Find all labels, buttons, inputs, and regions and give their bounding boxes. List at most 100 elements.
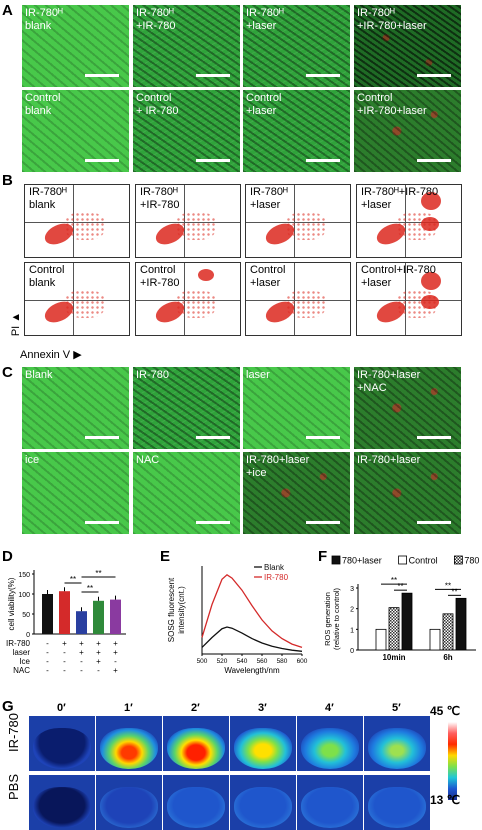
y-tick-label: 2 <box>350 607 354 614</box>
matrix-cell: - <box>97 666 100 675</box>
matrix-row-label: NAC <box>13 666 30 675</box>
matrix-cell: + <box>113 648 118 657</box>
scale-bar <box>85 521 119 524</box>
matrix-cell: - <box>80 657 83 666</box>
x-tick-label: 600 <box>297 658 308 665</box>
micrograph-a-1-1: IR-780ᴴ blank <box>22 5 129 87</box>
bar <box>455 597 467 651</box>
time-label: 0′ <box>57 702 66 714</box>
x-tick-label: 10min <box>382 653 405 662</box>
flow-plot-label: Control +IR-780 <box>140 264 180 289</box>
micrograph-a-2-2: Control + IR-780 <box>133 90 240 172</box>
flow-plot-1-1: IR-780ᴴ blank <box>24 184 130 258</box>
flow-plot-label: Control blank <box>29 264 65 289</box>
pi-axis-text: PI <box>10 325 23 337</box>
panel-f-ros-chart: 780+laser Control 780 0 1 2 3 ROS generation (re… <box>323 555 479 663</box>
matrix-cell: + <box>113 639 118 648</box>
y-axis-label: ROS generation <box>323 592 332 646</box>
matrix-cell: - <box>63 648 66 657</box>
scale-bar <box>196 74 230 77</box>
scale-bar <box>196 521 230 524</box>
dish-shape <box>167 728 225 769</box>
thermal-image-pbs-3 <box>230 775 296 830</box>
scale-bar <box>417 436 451 439</box>
y-axis-label: intensity(cnt.) <box>177 586 186 634</box>
legend-label: Control <box>409 556 438 566</box>
thermal-image-ir780-4 <box>297 716 363 771</box>
micrograph-a-2-4: Control +IR-780+laser <box>354 90 461 172</box>
thermal-image-ir780-1 <box>96 716 162 771</box>
scale-bar <box>196 436 230 439</box>
micrograph-c-2-4: IR-780+laser <box>354 452 461 534</box>
panel-label-c: C <box>2 364 13 381</box>
bar <box>59 591 70 634</box>
y-axis-label: SOSG fluorescent <box>167 577 176 642</box>
matrix-cell: + <box>96 639 101 648</box>
dish-shape <box>100 728 158 769</box>
flow-plot-2-2: Control +IR-780 <box>135 262 241 336</box>
secondary-population <box>421 192 442 211</box>
flow-plot-label: IR-780ᴴ blank <box>29 186 67 211</box>
matrix-row-label: IR-780 <box>6 639 31 648</box>
thermal-image-ir780-2 <box>163 716 229 771</box>
micrograph-a-1-2: IR-780ᴴ +IR-780 <box>133 5 240 87</box>
flow-plot-label: IR-780ᴴ+IR-780 +laser <box>361 186 439 211</box>
y-tick-label: 100 <box>18 592 30 599</box>
micrograph-label: IR-780ᴴ +IR-780+laser <box>357 7 427 32</box>
bar <box>110 599 121 634</box>
matrix-cell: - <box>80 666 83 675</box>
matrix-cell: - <box>114 657 117 666</box>
micrograph-label: Blank <box>25 369 53 381</box>
x-axis-label: Wavelength/nm <box>224 666 280 675</box>
matrix-cell: + <box>79 648 84 657</box>
legend-label: Blank <box>264 563 285 572</box>
matrix-cell: - <box>46 657 49 666</box>
bar <box>442 613 454 651</box>
flow-plot-2-1: Control blank <box>24 262 130 336</box>
micrograph-label: Control +IR-780+laser <box>357 92 427 117</box>
dish-shape <box>301 728 359 769</box>
time-label: 3′ <box>258 702 267 714</box>
dish-shape <box>368 728 426 769</box>
significance-mark: ** <box>451 587 457 596</box>
flow-plot-1-4: IR-780ᴴ+IR-780 +laser <box>356 184 462 258</box>
bar <box>93 600 104 634</box>
thermal-row-label-pbs: PBS <box>6 773 21 800</box>
scale-bar <box>417 74 451 77</box>
panel-label-b: B <box>2 172 13 189</box>
matrix-cell: - <box>63 657 66 666</box>
matrix-cell: + <box>96 648 101 657</box>
flow-plot-label: Control +laser <box>250 264 286 289</box>
significance-mark: ** <box>87 584 93 593</box>
significance-mark: ** <box>391 576 397 585</box>
thermal-image-pbs-0 <box>29 775 95 830</box>
significance-mark: ** <box>70 575 76 584</box>
matrix-cell: - <box>46 639 49 648</box>
legend-label: 780+laser <box>342 556 382 566</box>
matrix-cell: - <box>63 666 66 675</box>
pi-axis-label: PI ▲ <box>10 311 23 337</box>
y-tick-label: 3 <box>350 586 354 593</box>
y-tick-label: 0 <box>26 632 30 639</box>
dish-shape <box>33 728 91 769</box>
series-line <box>201 573 303 649</box>
legend-label: 780 <box>464 556 479 566</box>
micrograph-c-1-3: laser <box>243 367 350 449</box>
micrograph-a-2-1: Control blank <box>22 90 129 172</box>
micrograph-label: Control + IR-780 <box>136 92 179 117</box>
secondary-population <box>421 295 440 310</box>
legend-label: IR-780 <box>264 573 289 582</box>
secondary-population <box>421 217 440 232</box>
thermal-image-pbs-4 <box>297 775 363 830</box>
bar <box>388 607 400 651</box>
scale-bar <box>417 159 451 162</box>
x-tick-label: 580 <box>277 658 288 665</box>
micrograph-label: Control +laser <box>246 92 282 117</box>
micrograph-c-1-1: Blank <box>22 367 129 449</box>
scale-bar <box>417 521 451 524</box>
legend-swatch <box>331 555 341 565</box>
scale-bar <box>306 521 340 524</box>
y-tick-label: 50 <box>22 612 30 619</box>
matrix-cell: + <box>79 639 84 648</box>
micrograph-c-1-2: IR-780 <box>133 367 240 449</box>
